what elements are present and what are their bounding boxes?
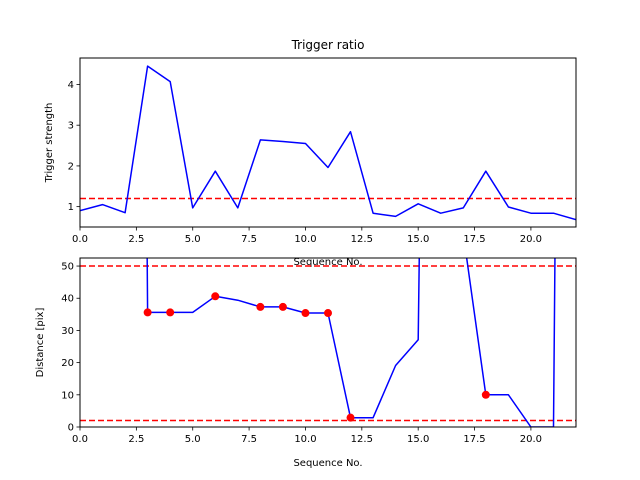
data-point-marker <box>346 413 355 422</box>
y-axis-ticks: 1 2 3 4 <box>68 80 80 213</box>
axes-frame <box>79 257 577 428</box>
y-tick-label: 40 <box>61 294 74 305</box>
y-tick-label: 20 <box>61 358 74 369</box>
data-point-marker <box>481 390 490 399</box>
x-tick-label: 10.0 <box>294 434 316 445</box>
x-tick-label: 15.0 <box>407 234 429 245</box>
x-tick-label: 2.5 <box>128 234 144 245</box>
y-tick-label: 30 <box>61 326 74 337</box>
y-axis-label: Trigger strength <box>44 103 55 184</box>
y-tick-label: 0 <box>68 423 74 434</box>
y-tick-label: 1 <box>68 202 74 213</box>
trigger-ratio-panel: Trigger ratio 0.0 2.5 5.0 7.5 10.0 12.5 15.0 17… <box>44 38 577 268</box>
data-point-marker <box>324 309 332 318</box>
data-point-marker <box>301 309 310 318</box>
x-axis-label: Sequence No. <box>293 257 362 268</box>
x-tick-label: 2.5 <box>128 434 144 445</box>
x-tick-label: 5.0 <box>185 234 201 245</box>
y-tick-label: 50 <box>61 262 74 273</box>
series-line <box>146 258 556 427</box>
clipped-marks <box>80 65 576 221</box>
x-tick-label: 20.0 <box>520 434 542 445</box>
trigger-plot-area <box>80 65 576 221</box>
x-axis-ticks: 0.0 2.5 5.0 7.5 10.0 12.5 15.0 17.5 20.0 <box>72 427 542 445</box>
chart-title: Trigger ratio <box>291 38 365 52</box>
x-tick-label: 12.5 <box>351 434 373 445</box>
data-point-marker <box>278 302 287 311</box>
x-tick-label: 20.0 <box>520 234 542 245</box>
clipped-marks <box>80 258 576 427</box>
y-tick-label: 2 <box>68 161 74 172</box>
distance-panel: 0.0 2.5 5.0 7.5 10.0 12.5 15.0 17.5 20.0 0 10 20 30… <box>35 257 577 469</box>
data-point-marker <box>211 292 220 301</box>
y-tick-label: 10 <box>61 390 74 401</box>
x-tick-label: 15.0 <box>407 434 429 445</box>
data-point-marker <box>166 308 175 317</box>
x-tick-label: 0.0 <box>72 434 88 445</box>
x-tick-label: 5.0 <box>185 434 201 445</box>
y-tick-label: 4 <box>68 80 74 91</box>
x-tick-label: 7.5 <box>241 434 257 445</box>
x-tick-label: 7.5 <box>241 234 257 245</box>
distance-plot-area <box>80 258 576 427</box>
y-axis-ticks: 0 10 20 30 40 50 <box>61 262 80 434</box>
x-tick-label: 17.5 <box>463 434 485 445</box>
x-axis-ticks: 0.0 2.5 5.0 7.5 10.0 12.5 15.0 17.5 20.0 <box>72 227 542 245</box>
x-tick-label: 0.0 <box>72 234 88 245</box>
series-line <box>80 65 576 221</box>
axes-frame <box>79 57 577 228</box>
x-tick-label: 17.5 <box>463 234 485 245</box>
x-tick-label: 12.5 <box>351 234 373 245</box>
data-point-marker <box>143 308 152 317</box>
y-tick-label: 3 <box>68 121 74 132</box>
x-tick-label: 10.0 <box>294 234 316 245</box>
x-axis-label: Sequence No. <box>293 458 362 469</box>
y-axis-label: Distance [pix] <box>35 308 46 378</box>
data-point-marker <box>256 302 265 311</box>
